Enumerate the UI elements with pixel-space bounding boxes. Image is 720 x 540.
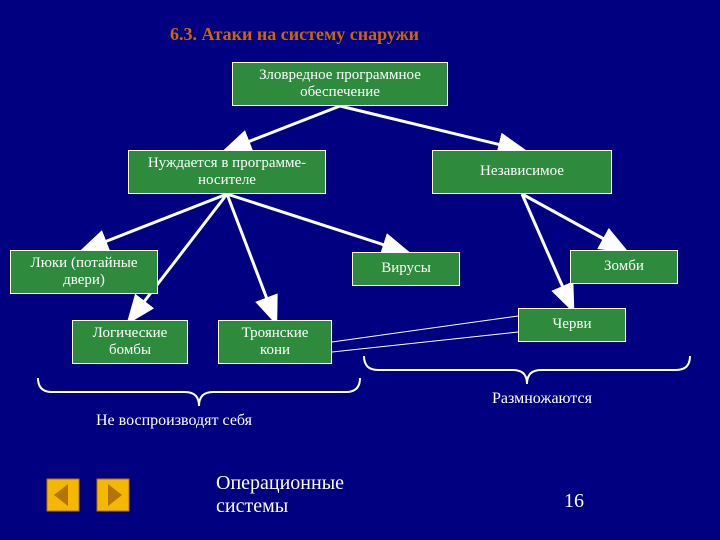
footer-text: Операционные системы bbox=[216, 472, 396, 518]
label-replicate: Размножаются bbox=[492, 390, 592, 408]
slide-title: 6.3. Атаки на систему снаружи bbox=[170, 24, 419, 45]
node-malware-root: Зловредное программное обеспечение bbox=[232, 62, 448, 106]
node-needs-host: Нуждается в программе-носителе bbox=[128, 150, 326, 194]
page-number: 16 bbox=[564, 490, 584, 513]
node-trojans: Троянские кони bbox=[218, 320, 332, 364]
node-trapdoors: Люки (потайные двери) bbox=[10, 250, 158, 294]
label-no-replicate: Не воспроизводят себя bbox=[96, 412, 252, 430]
node-independent: Независимое bbox=[432, 150, 612, 194]
node-logic-bombs: Логические бомбы bbox=[72, 320, 188, 364]
node-worms: Черви bbox=[518, 308, 626, 342]
node-zombies: Зомби bbox=[570, 250, 678, 284]
nav-prev-button[interactable] bbox=[46, 478, 80, 512]
node-viruses: Вирусы bbox=[352, 252, 460, 286]
nav-next-button[interactable] bbox=[96, 478, 130, 512]
